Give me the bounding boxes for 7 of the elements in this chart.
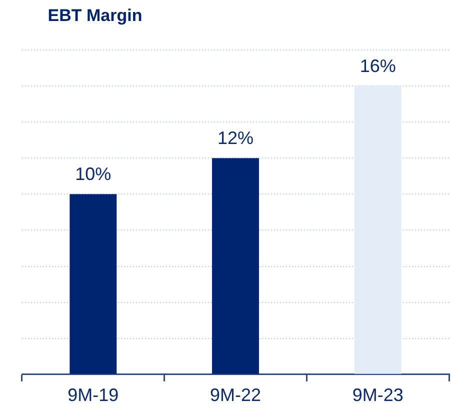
data-label: 10% <box>75 164 112 184</box>
data-label: 12% <box>217 128 254 148</box>
x-tick-label: 9M-23 <box>352 385 404 406</box>
data-label: 16% <box>360 56 396 76</box>
x-tick-label: 9M-22 <box>210 385 262 406</box>
x-tick-label: 9M-19 <box>68 385 119 406</box>
chart-title: EBT Margin <box>46 6 144 26</box>
